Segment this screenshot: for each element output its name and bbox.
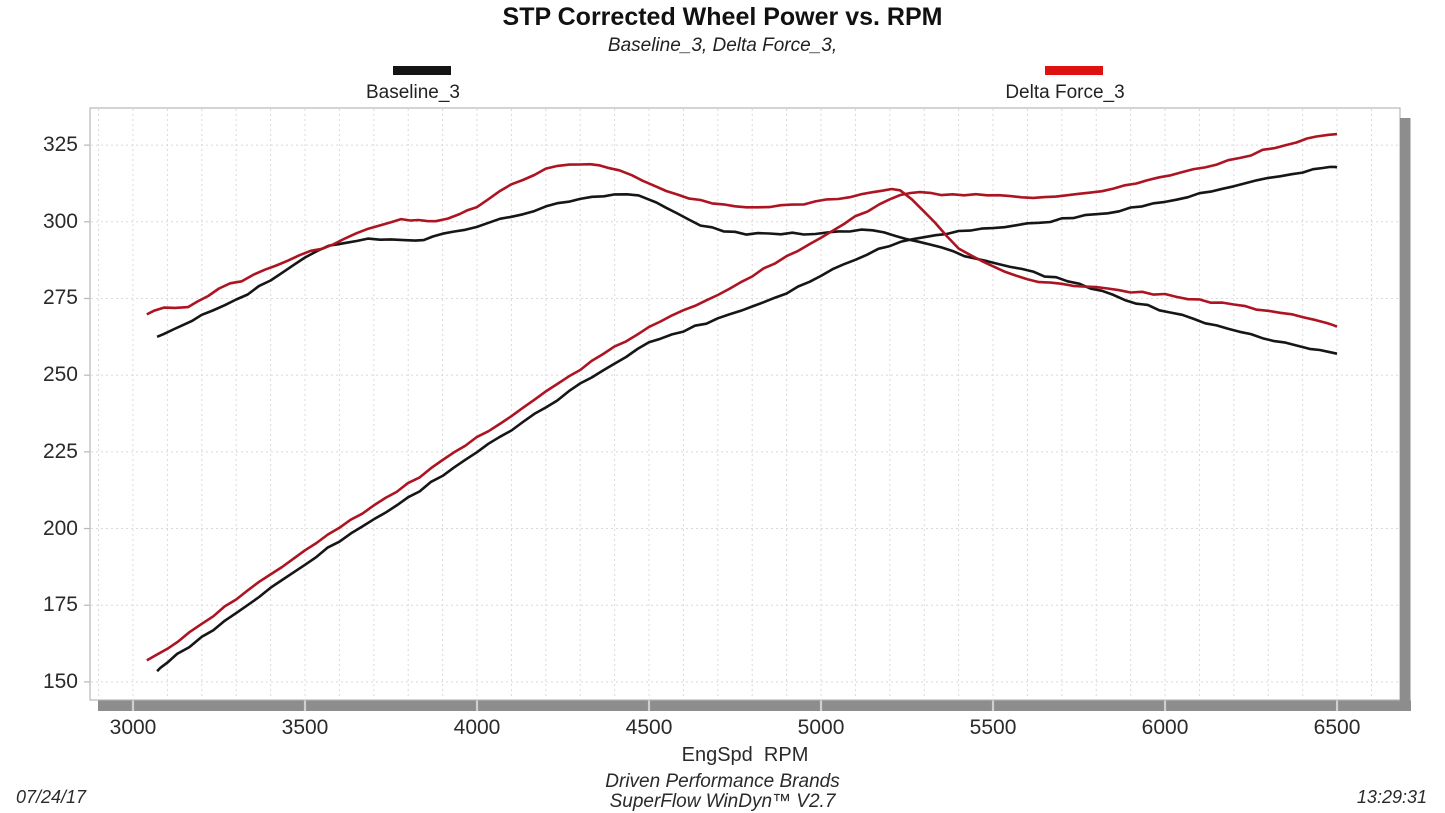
footer-date: 07/24/17 (16, 787, 87, 807)
y-tick-label-300: 300 (42, 209, 78, 233)
right-shadow-bar (1400, 118, 1411, 711)
chart-title: STP Corrected Wheel Power vs. RPM (502, 3, 943, 31)
x-tick-label-4500: 4500 (625, 716, 673, 739)
x-axis-tick-notch (819, 700, 823, 711)
y-tick-label-275: 275 (42, 286, 78, 310)
x-axis-tick-notch (647, 700, 651, 711)
footer-brand-line2: SuperFlow WinDyn™ V2.7 (609, 791, 836, 812)
x-tick-label-3000: 3000 (109, 716, 157, 739)
legend-item-baseline: Baseline_3 (328, 66, 498, 104)
x-axis-tick-notch (991, 700, 995, 711)
y-tick-label-200: 200 (42, 516, 78, 540)
x-tick-label-6000: 6000 (1141, 716, 1189, 739)
x-tick-label-5000: 5000 (797, 716, 845, 739)
x-tick-label-3500: 3500 (281, 716, 329, 739)
legend-item-delta-force: Delta Force_3 (980, 66, 1150, 104)
x-tick-label-4000: 4000 (453, 716, 501, 739)
y-tick-label-225: 225 (42, 439, 78, 463)
legend-label-baseline: Baseline_3 (365, 82, 461, 103)
curve-delta-force-3-power (146, 132, 1338, 662)
legend-label-delta-force: Delta Force_3 (1005, 82, 1125, 103)
footer-brand-line1: Driven Performance Brands (605, 771, 840, 792)
plot-frame (89, 107, 1401, 701)
x-axis-label: EngSpd RPM (681, 744, 809, 766)
gridlines (91, 109, 1399, 699)
x-axis-tick-notch (303, 700, 307, 711)
legend-swatch-baseline (393, 66, 451, 75)
curve-baseline-3-torque (156, 193, 1338, 355)
x-axis-tick-notch (475, 700, 479, 711)
chart-subtitle: Baseline_3, Delta Force_3, (607, 35, 838, 56)
x-axis-tick-notch (131, 700, 135, 711)
dyno-curves (146, 132, 1338, 673)
x-tick-label-6500: 6500 (1313, 716, 1361, 739)
x-tick-label-5500: 5500 (969, 716, 1017, 739)
y-tick-label-175: 175 (42, 593, 78, 617)
y-tick-label-250: 250 (42, 363, 78, 387)
curve-baseline-3-power (156, 165, 1338, 673)
footer-time: 13:29:31 (1356, 787, 1427, 807)
curve-delta-force-3-torque (146, 162, 1338, 328)
x-axis-tick-notch (1163, 700, 1167, 711)
x-axis-shadow-bar (98, 700, 1411, 711)
legend-swatch-delta-force (1045, 66, 1103, 75)
y-tick-label-150: 150 (42, 669, 78, 693)
y-tick-label-325: 325 (42, 133, 78, 157)
x-axis-tick-notch (1335, 700, 1339, 711)
